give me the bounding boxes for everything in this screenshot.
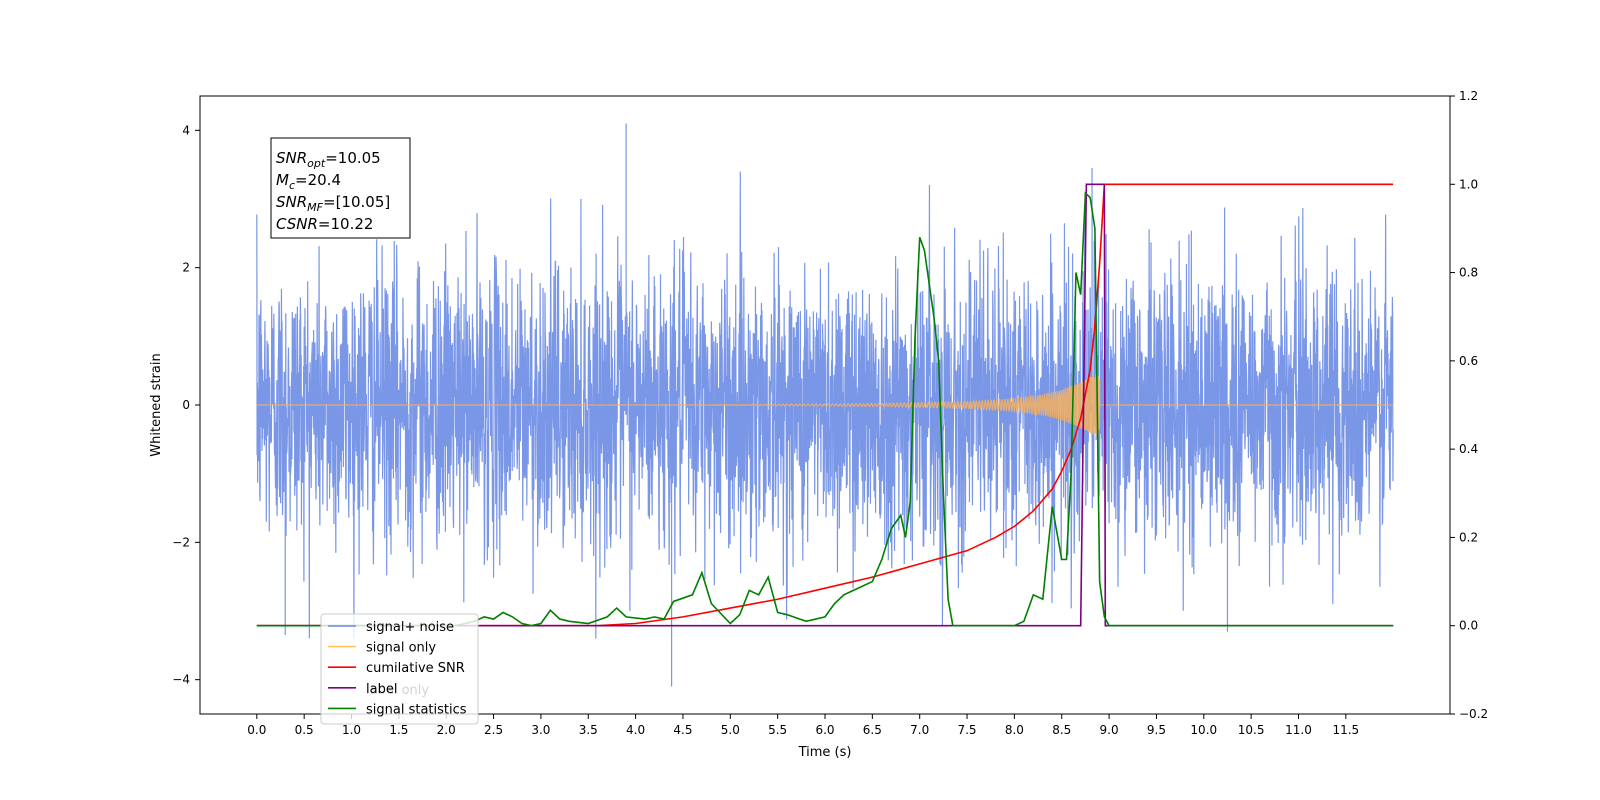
x-tick-label: 6.5 [863,723,882,737]
y2-tick-label: 1.0 [1459,177,1478,191]
legend-label: signal only [366,641,436,656]
y-tick-label: −2 [172,535,190,549]
y2-tick-label: 0.6 [1459,354,1478,368]
x-tick-label: 0.5 [295,723,314,737]
y2-tick-label: 0.0 [1459,619,1478,633]
info-box-frame [270,137,411,239]
x-tick-label: 1.0 [342,723,361,737]
y-tick-label: 0 [182,398,190,412]
series-signal-only [256,374,1394,438]
x-tick-label: 8.5 [1052,723,1071,737]
x-tick-label: 9.0 [1100,723,1119,737]
x-axis: 0.0 0.5 1.0 1.5 2.0 2.5 3.0 3.5 4.0 4.5 5.0 5.5 6.0 6… [247,714,1359,737]
x-tick-label: 3.0 [531,723,550,737]
x-tick-label: 0.0 [247,723,266,737]
y-axis-left: −4 −2 0 2 4 [172,123,200,687]
plot-area [256,123,1394,687]
x-tick-label: 7.5 [957,723,976,737]
legend-label: label [366,682,397,697]
y2-tick-label: 1.2 [1459,89,1478,103]
x-axis-label: Time (s) [798,745,852,760]
y-tick-label: 4 [182,123,190,137]
series-cumilative-snr [256,183,1394,627]
x-tick-label: 4.0 [626,723,645,737]
legend-label: cumilative SNR [366,661,465,676]
legend-label: signal+ noise [366,620,454,635]
y2-tick-label: 0.8 [1459,266,1478,280]
legend-hidden-entry: label only [366,683,429,698]
x-tick-label: 2.5 [484,723,503,737]
y2-tick-label: 0.4 [1459,442,1478,456]
y-axis-label: Whitened strain [149,353,164,456]
series-signal-statistics [256,191,1394,627]
x-tick-label: 3.5 [579,723,598,737]
x-tick-label: 6.0 [815,723,834,737]
x-tick-label: 2.0 [437,723,456,737]
y-tick-label: 2 [182,261,190,275]
info-line: SNRMF=[10.05] [276,193,390,214]
x-tick-label: 8.0 [1005,723,1024,737]
x-tick-label: 10.0 [1190,723,1217,737]
x-tick-label: 7.0 [910,723,929,737]
x-tick-label: 10.5 [1238,723,1265,737]
info-line: Mc=20.4 [276,171,341,192]
x-tick-label: 1.5 [389,723,408,737]
legend-frame [320,613,479,725]
x-tick-label: 11.5 [1332,723,1359,737]
info-box: SNRopt=10.05Mc=20.4SNRMF=[10.05]CSNR=10.… [270,137,411,239]
series-signal-plus-noise [256,123,1394,687]
info-line: SNRopt=10.05 [276,149,381,170]
info-line: CSNR=10.22 [276,215,373,233]
y-axis-right: −0.2 0.0 0.2 0.4 0.6 0.8 1.0 1.2 [1450,89,1488,721]
legend-label: signal statistics [366,702,467,717]
legend: label only signal+ noise signal only cumila… [320,613,479,725]
x-tick-label: 5.0 [721,723,740,737]
y-tick-label: −4 [172,673,190,687]
x-tick-label: 4.5 [673,723,692,737]
y2-tick-label: −0.2 [1459,707,1488,721]
x-tick-label: 11.0 [1285,723,1312,737]
x-tick-label: 5.5 [768,723,787,737]
x-tick-label: 9.5 [1147,723,1166,737]
y2-tick-label: 0.2 [1459,530,1478,544]
